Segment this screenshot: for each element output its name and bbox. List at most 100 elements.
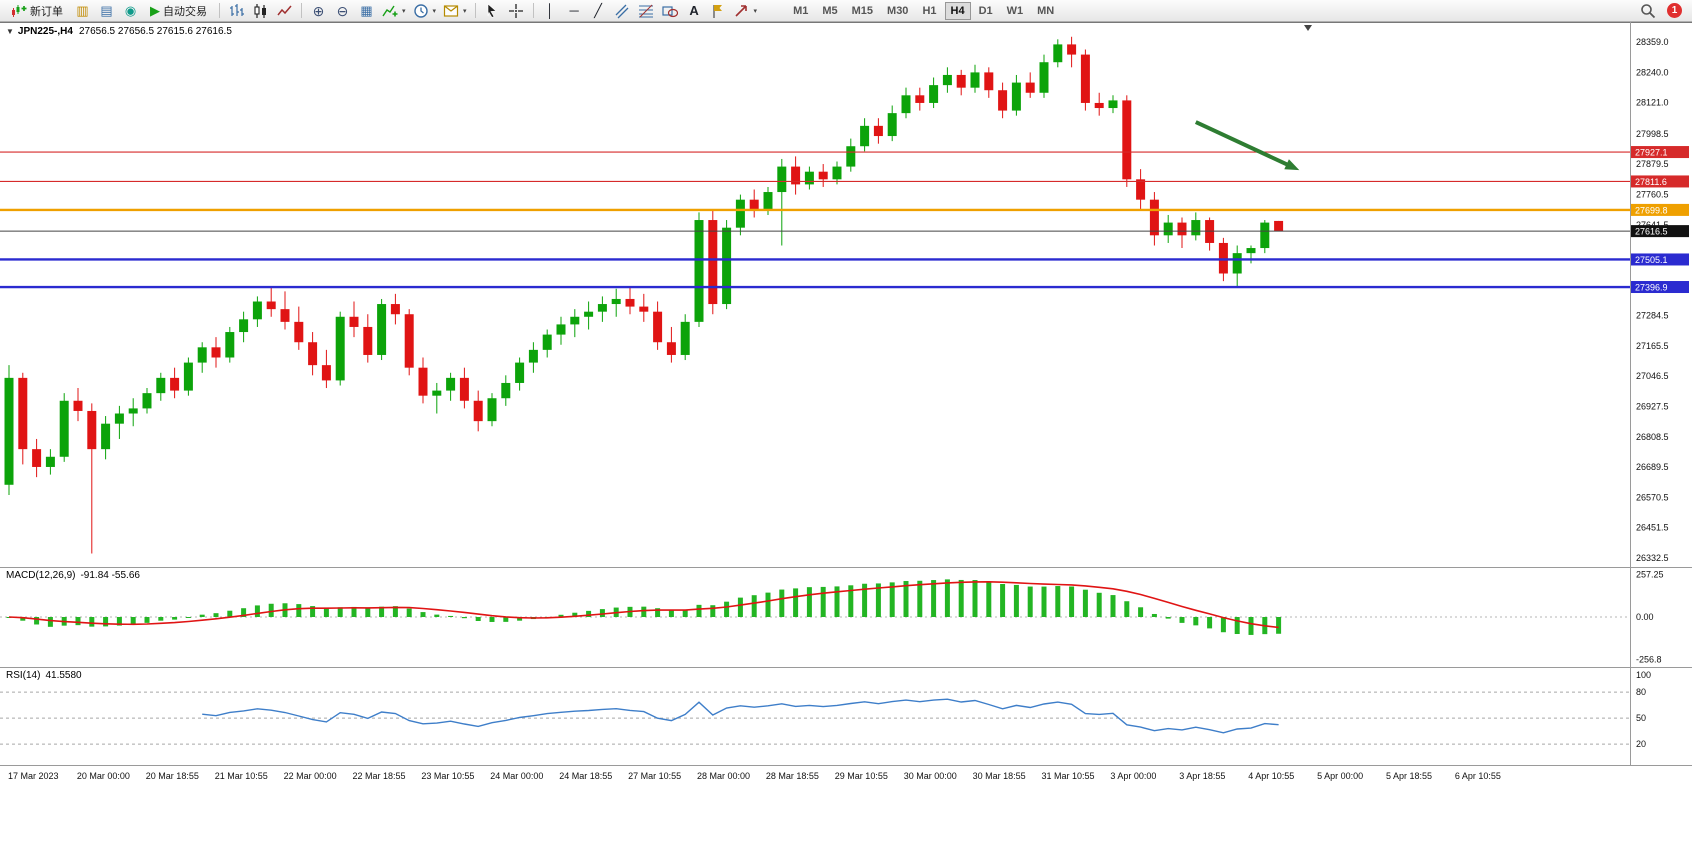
macd-histogram-bar (1124, 601, 1130, 617)
fibonacci-button[interactable] (635, 1, 658, 21)
candle-down (956, 74, 966, 88)
price-chart[interactable]: 28359.0 28240.0 28121.0 27998.5 27879.5 27760… (0, 22, 1692, 848)
text-tool-icon: A (689, 3, 699, 18)
indicators-button[interactable]: ▾ (379, 1, 409, 21)
macd-histogram-bar (47, 617, 53, 627)
dropdown-caret-icon: ▾ (402, 7, 406, 15)
candle-up (777, 166, 787, 193)
channel-button[interactable] (611, 1, 634, 21)
timeframe-m1-button[interactable]: M1 (787, 2, 814, 20)
timeframe-mn-button[interactable]: MN (1031, 2, 1060, 20)
time-axis-label: 22 Mar 18:55 (353, 771, 406, 781)
crosshair-button[interactable] (505, 1, 528, 21)
macd-histogram-bar (310, 606, 316, 617)
notification-badge[interactable]: 1 (1667, 3, 1682, 18)
horizontal-line-button[interactable]: ─ (563, 1, 586, 21)
candle-down (170, 377, 180, 391)
search-button[interactable] (1636, 1, 1659, 21)
candle-down (418, 367, 428, 396)
candle-up (570, 316, 580, 325)
timeframe-h1-button[interactable]: H1 (916, 2, 942, 20)
candle-up (584, 311, 594, 317)
macd-histogram-bar (420, 612, 426, 617)
periods-button[interactable]: ▾ (410, 1, 440, 21)
candle-down (294, 321, 304, 343)
rsi-axis-label: 100 (1636, 670, 1651, 680)
templates-button[interactable]: ▾ (440, 1, 470, 21)
label-tool-button[interactable] (707, 1, 730, 21)
zoom-in-button[interactable]: ⊕ (307, 1, 330, 21)
trendline-button[interactable]: ╱ (587, 1, 610, 21)
chart-ohlc-values: 27656.5 27656.5 27615.6 27616.5 (78, 26, 232, 37)
candle-down (1177, 222, 1187, 236)
candle-up (860, 125, 870, 147)
macd-histogram-bar (268, 603, 274, 617)
macd-histogram-bar (765, 592, 771, 617)
timeframe-w1-button[interactable]: W1 (1001, 2, 1030, 20)
autotrading-button[interactable]: ▶ 自动交易 (143, 1, 214, 21)
macd-histogram-bar (323, 608, 329, 617)
candle-up (1053, 44, 1063, 63)
text-tool-button[interactable]: A (683, 1, 706, 21)
trend-arrow[interactable] (1194, 120, 1294, 170)
macd-histogram-bar (1000, 584, 1006, 617)
price-tag-label: 27616.5 (1635, 227, 1668, 237)
zoom-out-icon: ⊖ (336, 2, 349, 19)
candle-down (625, 298, 635, 307)
timeframe-m5-button[interactable]: M5 (816, 2, 843, 20)
new-chart-button[interactable]: ▥ (71, 1, 94, 21)
fibonacci-icon (638, 3, 654, 19)
macd-histogram-bar (1220, 617, 1226, 633)
macd-histogram-bar (337, 607, 343, 617)
candle-up (556, 324, 566, 335)
price-axis-label: 26570.5 (1636, 492, 1669, 502)
profiles-icon: ▤ (100, 3, 113, 18)
time-axis-label: 30 Mar 18:55 (973, 771, 1026, 781)
tile-windows-button[interactable]: ▦ (355, 1, 378, 21)
macd-histogram-bar (1276, 617, 1282, 634)
chart-shift-marker[interactable] (1304, 25, 1312, 31)
macd-histogram-bar (461, 617, 467, 619)
data-window-button[interactable]: ◉ (119, 1, 142, 21)
new-order-button[interactable]: 新订单 (4, 1, 70, 21)
price-axis-label: 26451.5 (1636, 523, 1669, 533)
candle-up (1191, 220, 1201, 236)
timeframe-m30-button[interactable]: M30 (881, 2, 914, 20)
macd-histogram-bar (1069, 586, 1075, 617)
toolbar-separator (219, 3, 220, 18)
timeframe-h4-button[interactable]: H4 (944, 1, 971, 20)
macd-signal-line (8, 580, 1279, 629)
horizontal-line-icon: ─ (569, 3, 579, 18)
line-chart-button[interactable] (273, 1, 296, 21)
profiles-button[interactable]: ▤ (95, 1, 118, 21)
price-tag (1631, 146, 1689, 159)
one-click-trading-toggle[interactable]: ▼ (6, 27, 14, 36)
candle-down (404, 314, 414, 368)
candle-up (183, 362, 193, 391)
time-axis-label: 4 Apr 10:55 (1248, 771, 1294, 781)
timeframe-d1-button[interactable]: D1 (973, 2, 999, 20)
shapes-button[interactable] (659, 1, 682, 21)
vertical-line-button[interactable]: │ (539, 1, 562, 21)
candle-up (611, 298, 621, 305)
time-axis-label: 27 Mar 10:55 (628, 771, 681, 781)
cursor-button[interactable] (481, 1, 504, 21)
macd-histogram-bar (1110, 595, 1116, 617)
candle-down (1067, 44, 1077, 55)
time-axis-label: 5 Apr 00:00 (1317, 771, 1363, 781)
bar-chart-button[interactable] (225, 1, 248, 21)
macd-histogram-bar (1151, 613, 1157, 617)
clock-icon (413, 3, 429, 19)
arrows-tool-button[interactable]: ▾ (731, 1, 761, 21)
candle-down (363, 326, 373, 355)
candle-chart-button[interactable] (249, 1, 272, 21)
candle-up (59, 400, 69, 457)
macd-histogram-bar (875, 583, 881, 617)
candle-down (1218, 242, 1228, 274)
candle-down (984, 72, 994, 91)
timeframe-m15-button[interactable]: M15 (846, 2, 879, 20)
candle-up (197, 347, 207, 363)
shapes-icon (662, 3, 679, 19)
macd-histogram-bar (917, 580, 923, 617)
zoom-out-button[interactable]: ⊖ (331, 1, 354, 21)
